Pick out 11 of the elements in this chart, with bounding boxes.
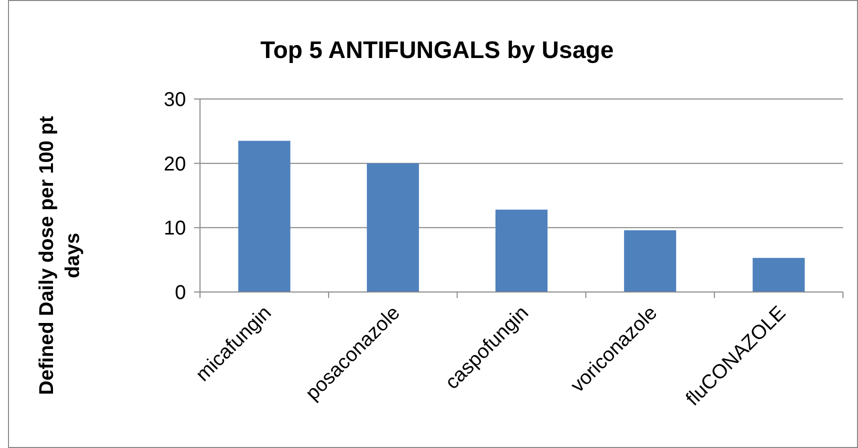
- bar: [752, 258, 805, 292]
- y-tick-label: 0: [174, 282, 186, 304]
- bar: [495, 210, 548, 292]
- y-tick-label: 20: [164, 153, 186, 176]
- chart-title: Top 5 ANTIFUNGALS by Usage: [260, 37, 614, 64]
- y-tick-label: 10: [164, 218, 186, 240]
- y-axis-title: Defined Daily dose per 100 pt days: [36, 116, 84, 395]
- bar: [624, 230, 676, 292]
- bar: [238, 140, 290, 292]
- bar: [366, 163, 419, 292]
- y-tick-label: 30: [164, 89, 186, 111]
